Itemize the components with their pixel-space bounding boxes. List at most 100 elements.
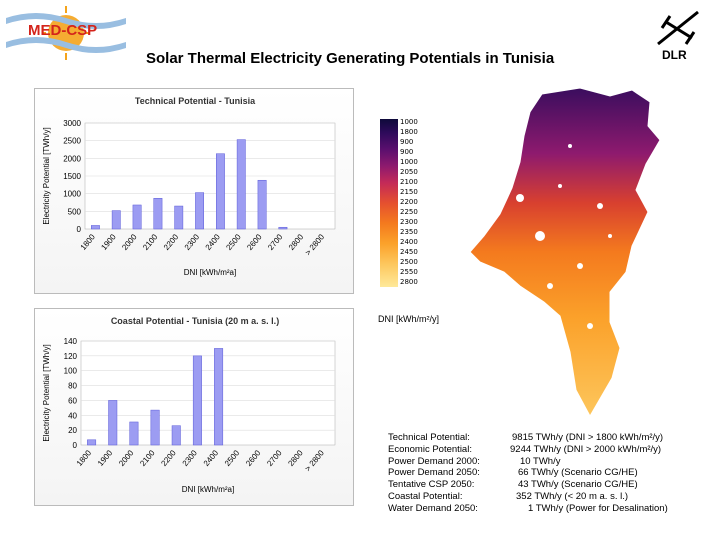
tunisia-dni-map [460,86,700,426]
x-tick-label: 2000 [120,232,139,252]
y-tick-label: 2500 [63,137,81,146]
stat-label: Power Demand 2050: [388,467,480,479]
technical-potential-plot: Technical Potential - Tunisia 0 500 1000 150… [42,96,336,277]
bar [195,192,205,230]
bar [129,421,139,446]
legend-tick-label: 2300 [400,218,418,226]
y-tick-label: 1000 [63,190,81,199]
legend-tick-label: 2350 [400,228,418,236]
legend-tick-label: 2550 [400,268,418,276]
stat-value: 66 TWh/y (Scenario CG/HE) [518,467,638,479]
logo-text: MED-CSP [28,22,98,39]
x-tick-label: 2500 [224,232,243,252]
x-tick-label: 1900 [96,448,115,468]
bar [216,153,225,230]
chart-title: Coastal Potential - Tunisia (20 m a. s. … [111,316,279,326]
y-tick-label: 0 [73,441,78,450]
x-tick-label: 2000 [117,448,136,468]
bar [108,400,118,446]
x-tick-label: 2400 [204,232,223,252]
legend-tick-label: 2050 [400,168,418,176]
bar [174,205,184,230]
stat-label: Tentative CSP 2050: [388,479,475,491]
legend-tick-label: 2400 [400,238,418,246]
x-axis-label: DNI [kWh/m²a] [182,485,234,494]
dni-color-legend: 1000 1800 900 900 1000 2050 2100 2150 2200 2250 23… [378,116,418,292]
y-tick-label: 100 [64,367,78,376]
legend-tick-label: 2500 [400,258,418,266]
bar [278,226,288,230]
x-tick-label: 2300 [183,232,202,252]
coastal-potential-plot: Coastal Potential - Tunisia (20 m a. s. … [42,316,336,494]
legend-tick-label: 2100 [400,178,418,186]
legend-tick-label: 2800 [400,278,418,286]
stat-value: 9815 TWh/y (DNI > 1800 kWh/m²/y) [512,432,664,443]
y-tick-label: 3000 [63,119,81,128]
tunisia-map-image [469,87,661,418]
legend-tick-label: 900 [400,148,414,156]
x-tick-label: 2700 [266,232,285,252]
y-tick-label: 120 [64,352,78,361]
bar [171,425,181,446]
bar [111,210,121,230]
y-tick-label: 140 [64,337,78,346]
x-tick-label: 1800 [79,232,98,252]
x-tick-label: 1900 [99,232,118,252]
stat-label: Technical Potential: [388,432,470,443]
x-tick-label: 2100 [141,232,160,252]
y-tick-label: 80 [68,382,77,391]
technical-potential-chart: Technical Potential - Tunisia 0 500 1000 150… [34,88,354,294]
bar [257,179,267,230]
plot-area [80,340,336,446]
x-tick-label: 2700 [265,448,284,468]
dlr-mark-icon [657,10,699,46]
bar [214,348,224,446]
bar [153,198,163,230]
legend-tick-label: 1000 [400,158,418,166]
legend-tick-label: 2450 [400,248,418,256]
x-axis-label: DNI [kWh/m²a] [184,268,236,277]
y-tick-label: 40 [68,411,77,420]
dlr-text: DLR [662,48,687,62]
bar [132,204,142,230]
stat-value: 1 TWh/y (Power for Desalination) [528,502,668,514]
y-tick-label: 500 [68,207,82,216]
x-tick-label: 2800 [287,232,306,252]
x-tick-label: 2200 [159,448,178,468]
stat-value: 43 TWh/y (Scenario CG/HE) [518,479,638,491]
legend-tick-label: 2150 [400,188,418,196]
legend-color-bar [380,119,398,287]
x-tick-label: 2300 [181,448,200,468]
x-tick-label: 2600 [245,232,264,252]
x-tick-label: > 2800 [303,232,326,257]
bar [192,355,202,446]
legend-tick-label: 2200 [400,198,418,206]
x-tick-label: 2100 [138,448,157,468]
legend-tick-label: 2250 [400,208,418,216]
x-tick-label: 2800 [286,448,305,468]
x-tick-label: 2200 [162,232,181,252]
y-tick-label: 2000 [63,154,81,163]
coastal-potential-chart: Coastal Potential - Tunisia (20 m a. s. … [34,308,354,506]
legend-tick-label: 1000 [400,118,418,126]
y-axis-label: Electricity Potential [TWh/y] [42,127,51,224]
sun-icon [6,6,126,60]
legend-unit: DNI [kWh/m²/y] [378,314,439,324]
dlr-logo: DLR [648,8,708,66]
y-tick-label: 20 [68,426,77,435]
stat-label: Coastal Potential: [388,490,463,502]
legend-tick-label: 900 [400,138,414,146]
x-tick-label: 1800 [75,448,94,468]
legend-tick-label: 1800 [400,128,418,136]
x-tick-label: > 2800 [303,448,326,473]
x-tick-label: 2600 [244,448,263,468]
page-title: Solar Thermal Electricity Generating Pot… [146,50,555,67]
x-tick-label: 2400 [202,448,221,468]
stat-value: 10 TWh/y [520,455,561,467]
x-tick-label: 2500 [223,448,242,468]
y-tick-label: 0 [77,225,82,234]
chart-title: Technical Potential - Tunisia [135,96,256,106]
y-tick-label: 60 [68,396,77,405]
bar [87,439,97,446]
y-axis-label: Electricity Potential [TWh/y] [42,344,51,441]
